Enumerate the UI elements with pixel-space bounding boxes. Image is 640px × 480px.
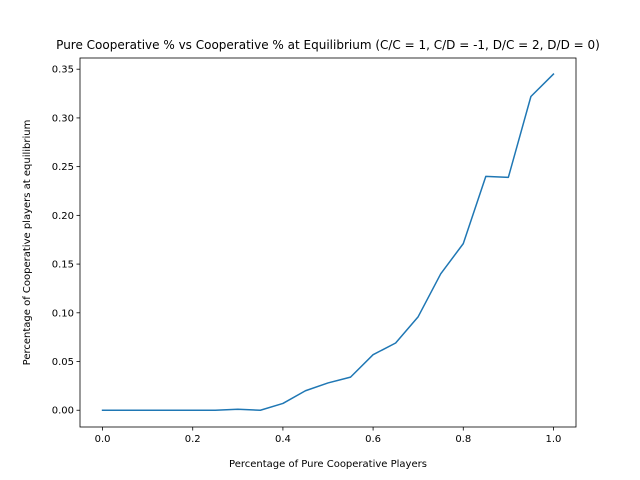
x-tick-label: 1.0 <box>546 434 562 445</box>
x-tick-label: 0.0 <box>95 434 111 445</box>
y-tick-label: 0.30 <box>52 113 74 124</box>
x-tick-label: 0.2 <box>185 434 201 445</box>
x-tick-label: 0.6 <box>365 434 381 445</box>
x-tick-label: 0.8 <box>455 434 471 445</box>
y-tick-label: 0.05 <box>52 357 74 368</box>
x-tick-label: 0.4 <box>275 434 291 445</box>
x-axis-ticks: 0.0 0.2 0.4 0.6 0.8 1.0 <box>95 427 562 445</box>
x-axis-label: Percentage of Pure Cooperative Players <box>229 459 427 470</box>
y-axis-label: Percentage of Cooperative players at equ… <box>22 120 33 366</box>
series-line <box>101 73 555 411</box>
y-tick-label: 0.35 <box>52 65 74 76</box>
y-axis-ticks: 0.00 0.05 0.10 0.15 0.20 0.25 0.30 0.35 <box>52 65 80 417</box>
plot-area-frame <box>79 57 577 428</box>
y-tick-label: 0.25 <box>52 162 74 173</box>
y-tick-label: 0.00 <box>52 406 74 417</box>
y-tick-label: 0.15 <box>52 260 74 271</box>
chart-title: Pure Cooperative % vs Cooperative % at E… <box>56 38 600 52</box>
y-tick-label: 0.10 <box>52 308 74 319</box>
y-tick-label: 0.20 <box>52 211 74 222</box>
